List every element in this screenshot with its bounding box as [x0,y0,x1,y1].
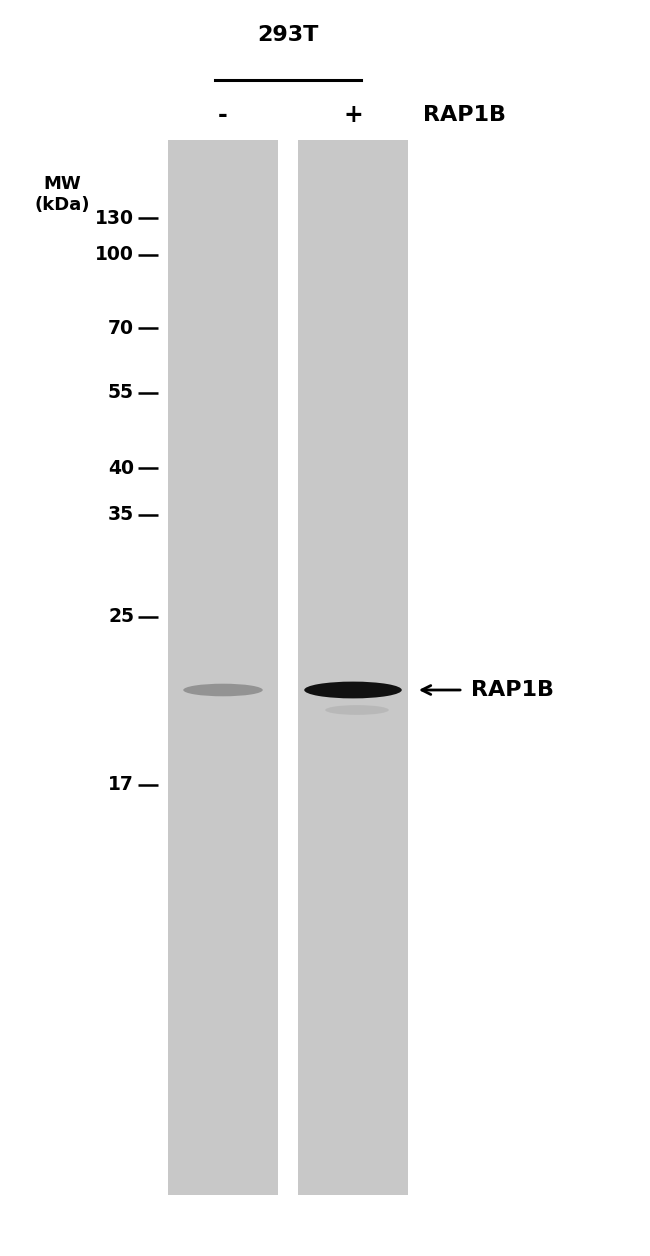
Text: 55: 55 [108,383,134,402]
Text: RAP1B: RAP1B [471,679,554,700]
Bar [168,139,278,1194]
Text: RAP1B: RAP1B [423,106,506,126]
Ellipse shape [325,705,389,715]
Text: MW
(kDa): MW (kDa) [34,175,90,214]
Text: 70: 70 [108,319,134,338]
Text: 130: 130 [95,208,134,227]
Text: 25: 25 [108,608,134,627]
Ellipse shape [183,683,263,696]
Text: -: - [218,103,228,127]
Text: 40: 40 [108,458,134,477]
Bar [298,139,408,1194]
Text: 100: 100 [95,245,134,265]
Text: 293T: 293T [257,25,318,45]
Text: +: + [343,103,363,127]
Text: 35: 35 [108,505,134,525]
Ellipse shape [304,682,402,698]
Text: 17: 17 [108,775,134,795]
